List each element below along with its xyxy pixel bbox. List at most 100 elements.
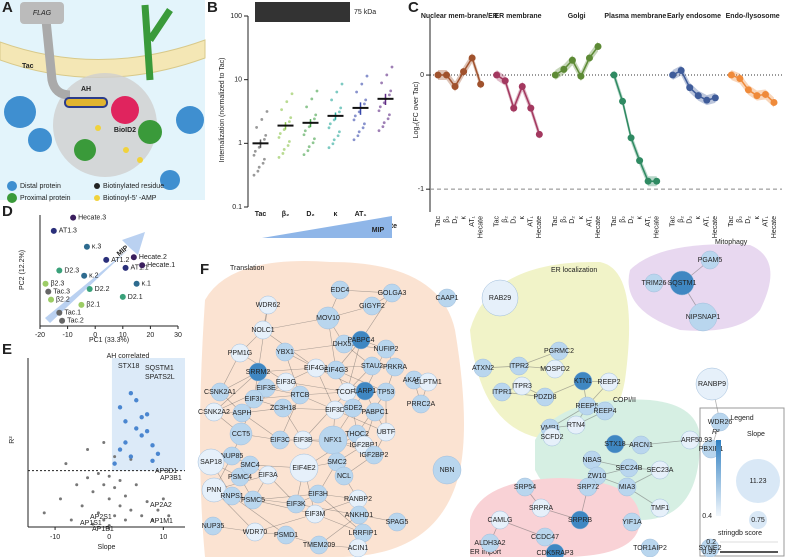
node-label: ITPR1	[492, 389, 512, 396]
panel-a-diagram	[0, 0, 206, 203]
node-label: PPM1G	[228, 350, 253, 357]
distal	[176, 106, 204, 134]
node	[258, 465, 278, 485]
point	[477, 80, 485, 88]
point	[653, 177, 661, 185]
node-label: TOR1AIP2	[633, 545, 667, 552]
node-label: GIGYF2	[359, 303, 385, 310]
point	[86, 476, 90, 480]
node-label: CCDC47	[531, 534, 559, 541]
band	[555, 41, 598, 82]
node-label: PRRC2A	[407, 401, 436, 408]
node-label: PGRMC2	[544, 348, 574, 355]
node-label: EIF4E2	[292, 465, 315, 472]
x-tick-label: Tac	[494, 216, 501, 227]
node-label: ARCN1	[629, 442, 653, 449]
x-tick-label: D₂	[569, 216, 576, 224]
band	[731, 70, 774, 108]
node-label: WDR62	[256, 302, 281, 309]
edge	[252, 499, 316, 515]
x-tick-label: Hecate	[654, 216, 661, 238]
node	[570, 510, 590, 530]
point	[610, 71, 618, 79]
node	[545, 543, 565, 557]
point	[144, 412, 150, 417]
node	[245, 522, 265, 542]
point	[86, 286, 93, 292]
node-label: NUFIP2	[374, 346, 399, 353]
node-label: EIF3M	[305, 511, 326, 518]
node-label: EIF3K	[286, 501, 306, 508]
edge	[213, 371, 259, 413]
dot	[288, 120, 291, 124]
panel-letter: D	[2, 203, 13, 220]
point	[80, 504, 84, 508]
point	[123, 518, 127, 522]
legend-text: SQSTM1	[145, 365, 174, 372]
point	[123, 419, 128, 424]
point	[585, 54, 593, 62]
point	[770, 98, 778, 106]
node-label: ITPR3	[512, 383, 532, 390]
point-label: AT1.2	[111, 257, 129, 264]
point	[644, 177, 652, 185]
dot	[257, 165, 261, 169]
edge	[231, 495, 287, 536]
point-label: κ.1	[142, 281, 151, 288]
point	[129, 508, 133, 512]
point	[102, 518, 106, 522]
point	[119, 293, 126, 300]
x-tick-label: κ	[460, 216, 467, 220]
edge	[302, 391, 348, 441]
node-label: EIF3G	[276, 379, 296, 386]
legend-text: SPATS2L	[145, 374, 175, 381]
node-label: EIF3C	[270, 437, 290, 444]
edge	[360, 292, 393, 341]
blot	[255, 2, 350, 22]
x-tick-label: 0	[93, 332, 97, 339]
node	[700, 538, 720, 557]
node	[316, 306, 340, 330]
node	[515, 477, 535, 497]
node-label: YBX1	[276, 349, 294, 356]
dot	[281, 152, 285, 155]
point-label: Hecate.1	[147, 262, 175, 269]
node	[258, 295, 278, 315]
dot	[307, 145, 311, 149]
node	[490, 510, 510, 530]
y-label: R²	[9, 436, 16, 444]
amp	[137, 157, 143, 163]
node-label: UBTF	[377, 429, 395, 436]
point	[107, 474, 111, 478]
dot	[330, 98, 333, 102]
node-label: SMC2	[327, 459, 347, 466]
x-tick-label: κ	[754, 216, 761, 220]
node	[432, 455, 462, 485]
x-tick-label: β₂	[443, 216, 450, 223]
dot	[382, 101, 386, 105]
edge	[317, 493, 364, 534]
legend-dot	[94, 195, 100, 201]
point-label: AT1.1	[131, 265, 149, 272]
node-label: CCT5	[232, 431, 250, 438]
panel-letter: C	[408, 0, 419, 16]
node	[348, 538, 368, 557]
x-tick-label: Tac	[670, 216, 677, 227]
node-label: EIF3B	[293, 437, 313, 444]
x-tick-label: κ	[519, 216, 526, 220]
dot	[339, 106, 343, 110]
label: AH correlated	[107, 353, 150, 360]
dot	[327, 146, 331, 150]
node-label: TRIM26	[642, 280, 667, 287]
series-title: Plasma membrane	[604, 13, 666, 20]
node-label: RNPS1	[220, 493, 243, 500]
node-label: CAAP1	[436, 295, 459, 302]
point-label: Tac.3	[53, 288, 70, 295]
node	[542, 427, 562, 447]
point	[117, 447, 123, 452]
point-label: D2.2	[95, 286, 110, 293]
point	[140, 514, 144, 518]
mip-arrow	[262, 216, 392, 238]
x-tick-label: 30	[174, 332, 182, 339]
node	[229, 422, 253, 446]
